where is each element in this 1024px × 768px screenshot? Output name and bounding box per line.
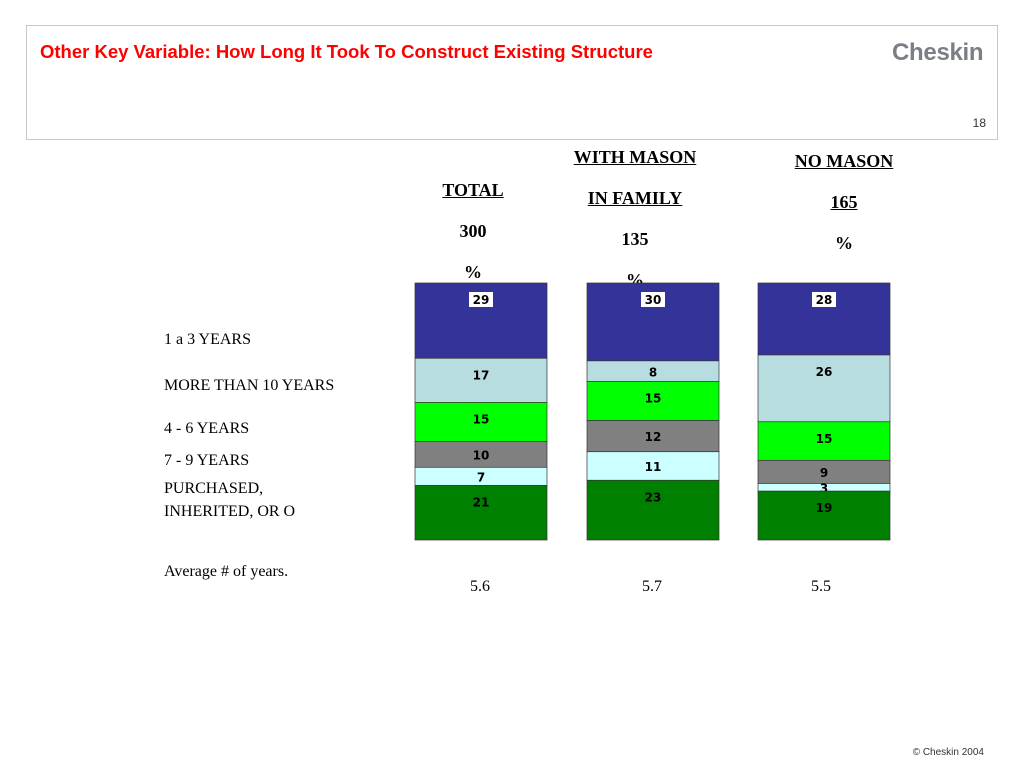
data-label: 3 xyxy=(820,481,828,495)
data-label: 30 xyxy=(645,293,662,307)
bar-segment xyxy=(586,451,720,481)
bar-segment xyxy=(414,402,548,442)
data-label: 9 xyxy=(820,466,828,480)
column-header-line: IN FAMILY xyxy=(587,188,683,208)
data-label-background xyxy=(469,292,493,307)
data-label: 15 xyxy=(816,432,833,446)
row-label-purchased: PURCHASED, xyxy=(164,480,264,497)
row-label-7-9-years: 7 - 9 YEARS xyxy=(164,452,250,469)
column-header-line: WITH MASON xyxy=(573,147,697,167)
page-number: 18 xyxy=(972,116,986,130)
bar-segment xyxy=(757,490,891,541)
copyright: © Cheskin 2004 xyxy=(912,747,984,758)
data-label: 17 xyxy=(473,368,490,382)
column-header-no-mason: NO MASON 165 % xyxy=(744,141,944,264)
column-header-line: % xyxy=(835,233,853,253)
data-label: 11 xyxy=(645,460,662,474)
bar-segment xyxy=(586,479,720,541)
average-value-with-mason: 5.7 xyxy=(642,578,662,595)
data-label: 19 xyxy=(816,501,833,515)
column-header-line: 165 xyxy=(830,192,858,212)
data-label: 26 xyxy=(816,365,833,379)
bar-segment xyxy=(414,485,548,541)
bar-segment xyxy=(586,381,720,421)
row-label-more-than-10-years: MORE THAN 10 YEARS xyxy=(164,377,335,394)
column-header-line: 135 xyxy=(621,229,649,249)
data-label: 29 xyxy=(473,293,490,307)
column-header-line: TOTAL xyxy=(442,180,504,200)
data-label: 23 xyxy=(645,490,662,504)
data-label: 21 xyxy=(473,495,490,509)
row-label-inherited: INHERITED, OR O xyxy=(164,503,296,520)
header-box xyxy=(26,25,998,140)
data-label: 15 xyxy=(645,392,662,406)
bar-segment xyxy=(757,421,891,461)
bar-segment xyxy=(414,441,548,468)
bar-segment xyxy=(757,354,891,423)
column-header-line: NO MASON xyxy=(794,151,894,171)
data-label: 15 xyxy=(473,412,490,426)
bar-segment xyxy=(414,357,548,403)
data-label: 7 xyxy=(477,470,485,484)
bar-segment xyxy=(586,420,720,453)
column-header-line: 300 xyxy=(459,221,487,241)
average-label: Average # of years. xyxy=(164,563,289,580)
data-label: 8 xyxy=(649,365,657,379)
data-label: 28 xyxy=(816,293,833,307)
cheskin-logo: Cheskin xyxy=(892,39,984,66)
data-label-background xyxy=(812,292,836,307)
data-label: 12 xyxy=(645,430,662,444)
row-label-4-6-years: 4 - 6 YEARS xyxy=(164,420,250,437)
page-title: Other Key Variable: How Long It Took To … xyxy=(40,41,653,62)
data-label: 10 xyxy=(473,448,490,462)
column-header-line: % xyxy=(464,262,482,282)
row-label-1-3-years: 1 a 3 YEARS xyxy=(164,331,251,348)
average-value-no-mason: 5.5 xyxy=(811,578,831,595)
column-header-total: TOTAL 300 % xyxy=(373,170,573,293)
average-value-total: 5.6 xyxy=(470,578,490,595)
data-label-background xyxy=(641,292,665,307)
column-header-with-mason: WITH MASON IN FAMILY 135 % xyxy=(535,137,735,301)
